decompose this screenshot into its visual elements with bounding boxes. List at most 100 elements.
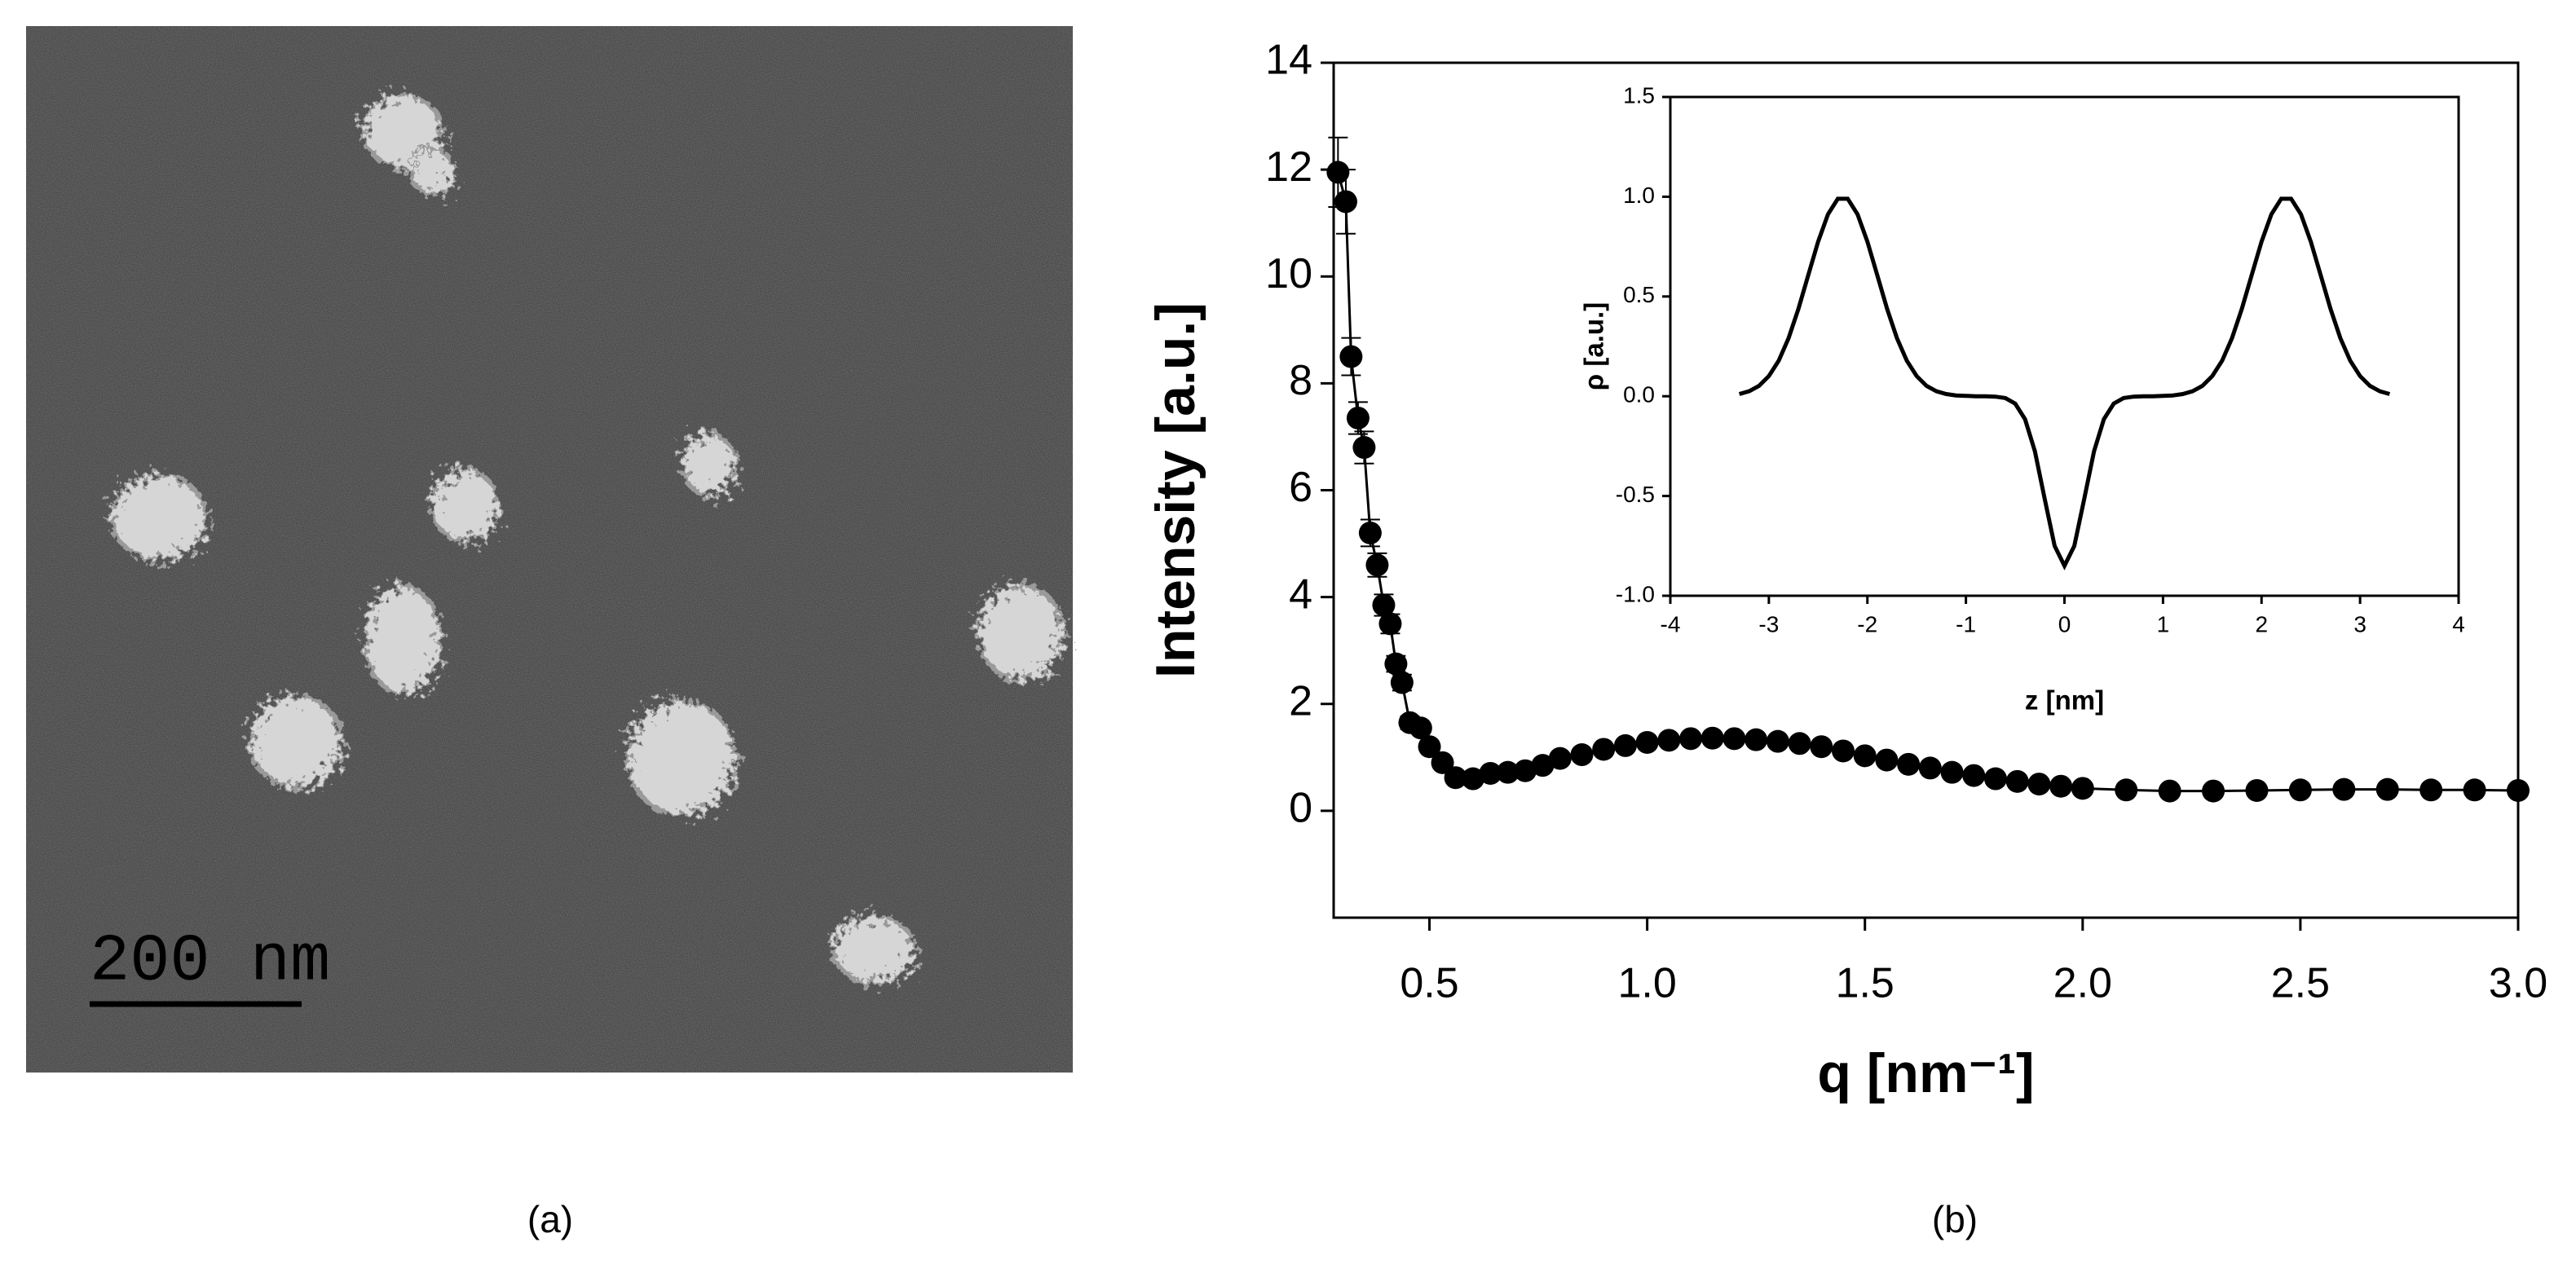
data-point [2375,777,2399,801]
x-tick-label: -4 [1661,611,1681,636]
data-point [1514,759,1537,782]
data-point [2071,777,2094,800]
data-point [1635,730,1659,754]
x-axis-label: z [nm] [2025,685,2104,716]
data-point [1531,754,1555,777]
data-point [2245,778,2269,802]
data-point [2419,778,2443,802]
data-point [1918,756,1942,780]
data-point [2049,774,2073,798]
x-tick-label: 1.5 [1836,960,1895,1007]
y-tick-label: 0.0 [1623,382,1655,407]
data-point [1334,190,1357,214]
data-point [1983,767,2007,791]
y-tick-label: 12 [1265,143,1312,191]
data-point [1352,436,1376,460]
y-tick-label: 1.0 [1623,183,1655,208]
particle [408,146,456,196]
data-point [1384,652,1408,676]
data-point [1390,671,1414,694]
y-tick-label: 2 [1289,677,1312,725]
x-tick-label: 2 [2255,611,2268,636]
particle [109,473,209,562]
y-tick-label: 10 [1265,250,1312,297]
x-tick-label: 3 [2353,611,2366,636]
data-point [1358,521,1382,544]
y-tick-label: 0 [1289,785,1312,832]
tem-image: 200 nm [26,26,1073,1073]
data-point [1592,738,1616,761]
data-point [1810,735,1833,759]
data-point [1461,767,1484,791]
particle [248,694,344,790]
data-point [1853,744,1877,768]
y-tick-label: 14 [1265,37,1312,84]
particle [430,467,500,544]
x-tick-label: 1 [2157,611,2170,636]
data-line [1738,196,2391,570]
data-point [1613,733,1637,757]
data-point [1378,612,1402,636]
data-point [1548,747,1572,770]
data-point [1409,716,1432,740]
data-point [1431,751,1454,774]
y-tick-label: 0.5 [1623,282,1655,307]
data-point [1372,593,1396,617]
particles [109,93,1065,984]
data-point [1444,766,1467,790]
particle [363,584,443,696]
x-tick-label: -3 [1758,611,1779,636]
data-point [1418,735,1441,759]
particle [831,914,917,984]
data-point [1940,760,1964,784]
scale-bar-label: 200 nm [90,924,330,1000]
data-point [1496,760,1520,784]
data-point [1365,553,1389,577]
data-point [2158,779,2181,803]
particle [625,698,738,817]
panel-caption: (a) [527,1198,573,1240]
x-tick-label: 1.0 [1617,960,1676,1007]
data-point [1788,732,1811,755]
y-tick-label: 1.5 [1623,82,1655,108]
data-point [1657,729,1681,752]
data-point [1679,727,1703,751]
particle [976,583,1065,682]
data-point [1875,748,1899,772]
data-point [1339,345,1363,368]
y-axis-label: Intensity [a.u.] [1145,302,1206,678]
x-tick-label: 0 [2058,611,2071,636]
x-tick-label: 4 [2452,611,2465,636]
data-point [2507,778,2530,802]
data-point [1766,729,1789,753]
particle [681,431,738,498]
data-point [1962,764,1986,787]
data-point [1745,728,1768,751]
x-tick-label: -2 [1857,611,1877,636]
tem-noise [26,26,1073,1073]
y-tick-label: -0.5 [1616,482,1655,507]
y-tick-label: 6 [1289,464,1312,511]
data-point [2332,777,2356,801]
x-tick-label: -1 [1956,611,1976,636]
y-tick-label: 4 [1289,570,1312,618]
data-point [1326,161,1350,184]
x-tick-label: 2.5 [2271,960,2330,1007]
data-point [2115,778,2138,802]
y-tick-label: -1.0 [1616,581,1655,606]
panel-caption: (b) [1932,1198,1978,1240]
data-point [1832,739,1855,763]
y-tick-label: 8 [1289,357,1312,404]
data-point [1570,743,1594,767]
plot-frame [1669,95,2460,597]
data-point [1897,752,1921,776]
data-point [2202,779,2225,803]
data-point [2288,778,2312,802]
y-axis-label: ρ [a.u.] [1579,302,1609,390]
data-point [2027,773,2051,796]
data-point [1722,727,1746,751]
x-tick-label: 0.5 [1400,960,1458,1007]
data-point [1479,761,1502,785]
